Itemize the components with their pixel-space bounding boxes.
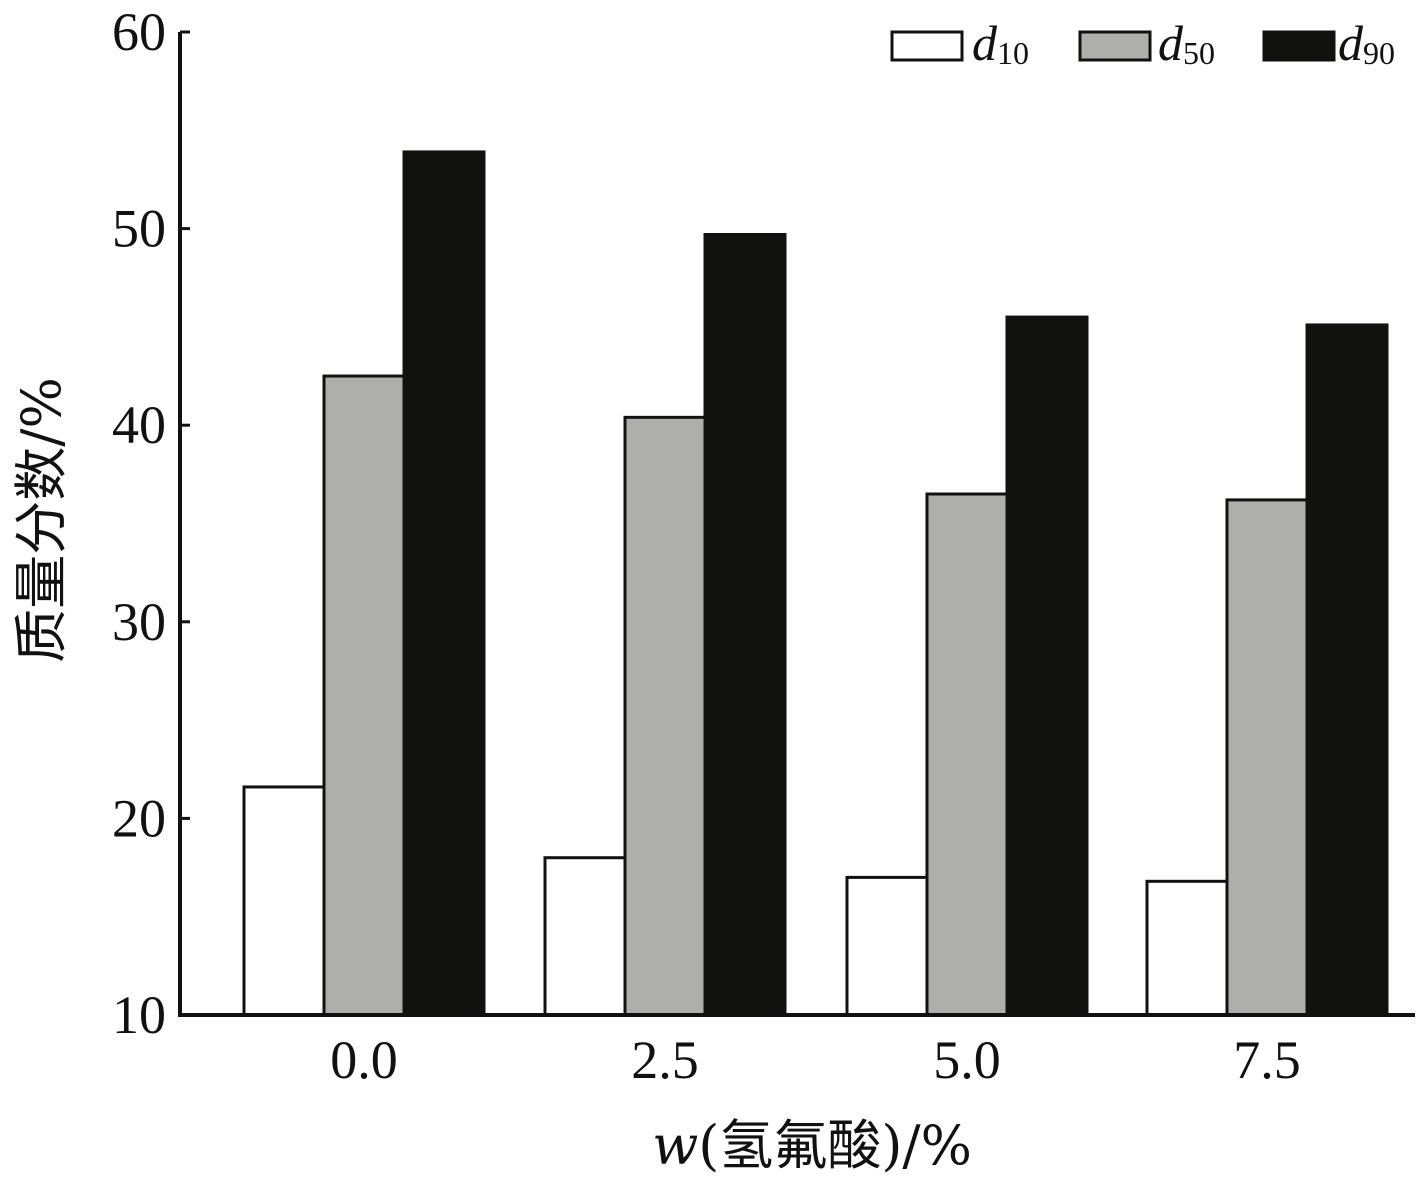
y-tick-label: 10	[112, 985, 166, 1045]
bar-d50-5.0	[925, 492, 1009, 1017]
bar-d10-7.5	[1145, 879, 1229, 1017]
y-tick-label: 40	[112, 395, 166, 455]
y-tick-label: 50	[112, 199, 166, 259]
legend-label-d10: d10	[972, 15, 1029, 71]
bar-d50-0.0	[322, 374, 406, 1017]
bar-d10-2.5	[543, 856, 627, 1017]
legend-swatch-d90	[1262, 30, 1336, 62]
legend: d10 d50 d90	[890, 15, 1395, 71]
bar-d50-2.5	[623, 415, 707, 1017]
bar-d90-0.0	[402, 150, 486, 1017]
y-tick-label: 60	[112, 2, 166, 62]
legend-swatch-d50	[1078, 30, 1152, 62]
bar-d10-0.0	[242, 785, 326, 1017]
x-axis-title: w(氢氟酸)/%	[652, 1114, 972, 1177]
bars-layer	[242, 150, 1389, 1017]
y-axis-title: 质量分数/%	[10, 377, 73, 663]
bar-d90-7.5	[1305, 323, 1389, 1017]
bar-d50-7.5	[1225, 498, 1309, 1017]
legend-swatch-d10	[890, 30, 964, 62]
bar-d10-5.0	[845, 875, 929, 1017]
y-axis-ticks: 10 20 30 40 50 60	[112, 2, 190, 1045]
y-tick-label: 30	[112, 592, 166, 652]
y-tick-label: 20	[112, 788, 166, 848]
bar-d90-2.5	[703, 232, 787, 1017]
x-axis-ticks: 0.0 2.5 5.0 7.5	[330, 1030, 1301, 1090]
legend-label-d50: d50	[1158, 15, 1215, 71]
x-tick-label: 7.5	[1233, 1030, 1301, 1090]
bar-d90-5.0	[1005, 315, 1089, 1017]
x-tick-label: 2.5	[631, 1030, 699, 1090]
legend-label-d90: d90	[1338, 15, 1395, 71]
x-tick-label: 0.0	[330, 1030, 398, 1090]
x-tick-label: 5.0	[933, 1030, 1001, 1090]
